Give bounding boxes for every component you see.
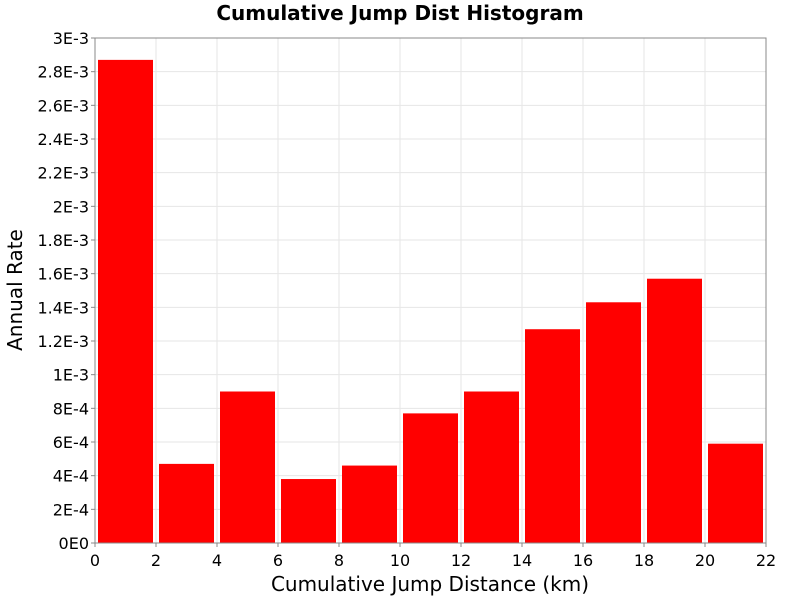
y-tick-label: 2.8E-3 (37, 63, 89, 82)
x-tick-label: 8 (334, 551, 344, 570)
x-axis-label: Cumulative Jump Distance (km) (271, 572, 589, 596)
x-tick-label: 18 (634, 551, 654, 570)
histogram-bar-4 (342, 465, 397, 543)
y-tick-label: 1.4E-3 (37, 298, 89, 317)
histogram-bar-3 (281, 479, 336, 543)
y-tick-label: 1.8E-3 (37, 231, 89, 250)
x-tick-label: 0 (90, 551, 100, 570)
y-tick-label: 1E-3 (53, 366, 89, 385)
histogram-bar-8 (586, 302, 641, 543)
histogram-bar-0 (98, 59, 153, 544)
y-tick-label: 2E-3 (53, 197, 89, 216)
histogram-bar-9 (647, 278, 702, 543)
y-tick-label: 1.6E-3 (37, 265, 89, 284)
x-tick-label: 12 (451, 551, 471, 570)
histogram-bar-6 (464, 391, 519, 543)
histogram-bar-7 (525, 329, 580, 543)
y-axis-ticks: 0E0 2E-4 4E-4 6E-4 8E-4 1E-3 1.2E-3 1.4E-3 1.6E-… (37, 29, 95, 553)
y-tick-label: 0E0 (59, 534, 89, 553)
x-axis-ticks: 0 2 4 6 8 10 12 14 16 18 20 22 (90, 543, 776, 570)
y-axis-label: Annual Rate (3, 229, 27, 351)
y-tick-label: 2.6E-3 (37, 96, 89, 115)
x-tick-label: 10 (390, 551, 410, 570)
x-tick-label: 4 (212, 551, 222, 570)
histogram-bar-1 (159, 463, 214, 543)
histogram-bar-5 (403, 413, 458, 543)
x-tick-label: 14 (512, 551, 532, 570)
plot-area-border (94, 37, 767, 544)
histogram-bar-2 (220, 391, 275, 543)
y-tick-label: 3E-3 (53, 29, 89, 48)
x-tick-label: 2 (151, 551, 161, 570)
bars (98, 59, 763, 544)
y-tick-label: 1.2E-3 (37, 332, 89, 351)
y-tick-label: 2.2E-3 (37, 164, 89, 183)
histogram-bar-10 (708, 443, 763, 543)
x-tick-label: 22 (756, 551, 776, 570)
y-tick-label: 8E-4 (53, 399, 89, 418)
x-tick-label: 16 (573, 551, 593, 570)
y-tick-label: 2.4E-3 (37, 130, 89, 149)
grid-lines (94, 37, 767, 544)
chart-title: Cumulative Jump Dist Histogram (216, 1, 583, 25)
y-tick-label: 4E-4 (53, 467, 89, 486)
y-tick-label: 2E-4 (53, 500, 89, 519)
y-tick-label: 6E-4 (53, 433, 89, 452)
x-tick-label: 20 (695, 551, 715, 570)
x-tick-label: 6 (273, 551, 283, 570)
